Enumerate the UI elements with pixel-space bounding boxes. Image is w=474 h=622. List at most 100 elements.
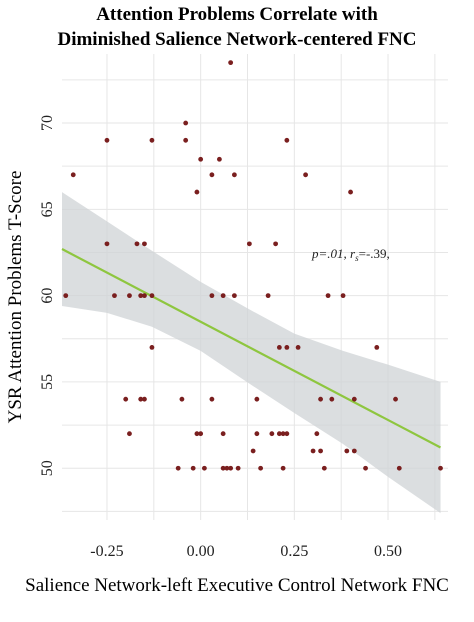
annotation-p: p=.01, [311,246,350,261]
data-point [273,241,279,247]
data-point [149,137,155,143]
y-tick-label: 50 [39,460,56,476]
data-point [194,431,200,437]
y-tick-label: 55 [39,374,56,390]
data-point [235,465,241,471]
annotation-rs-sub: s [355,253,359,263]
x-tick-labels: -0.25 0.00 0.25 0.50 [90,543,402,560]
data-point [284,345,290,350]
y-axis-label: YSR Attention Problems T-Score [5,171,26,424]
data-point [321,465,327,471]
data-point [138,396,144,402]
data-point [246,241,252,247]
data-point [190,465,196,471]
data-point [220,293,226,299]
data-point [142,396,147,402]
chart-title-line-1: Attention Problems Correlate with [96,4,378,25]
data-point [179,396,185,402]
data-point [202,465,207,471]
data-point [318,396,323,402]
data-point [70,172,76,178]
data-point [123,396,129,402]
annotation-rs-value: =-.39, [359,246,390,261]
data-point [340,293,346,299]
stats-annotation: p=.01, rs=-.39, [311,246,390,263]
data-point [183,120,189,126]
chart-title-line-2: Diminished Salience Network-centered FNC [57,29,417,50]
data-point [175,465,181,471]
data-point [310,448,316,454]
data-point [351,396,357,402]
data-point [149,345,155,350]
data-point [149,293,155,299]
data-point [209,396,215,402]
data-point [314,431,320,437]
data-point [325,293,331,299]
data-point [228,60,234,66]
data-point [438,465,443,471]
data-point [280,431,286,437]
data-point [63,293,69,299]
x-axis-label: Salience Network-left Executive Control … [25,575,449,596]
data-point [344,448,350,454]
x-tick-label: -0.25 [90,543,123,560]
data-point [284,137,290,143]
data-point [112,293,117,299]
y-tick-label: 65 [39,201,56,217]
data-point [363,465,368,471]
data-point [329,396,335,402]
data-point [142,293,147,299]
data-point [231,172,237,178]
data-point [127,431,132,437]
data-point [142,241,147,247]
fit-line [61,248,442,449]
data-point [194,189,200,195]
data-point [104,241,110,247]
data-point [138,293,144,299]
data-point [254,431,260,437]
data-point [198,431,204,437]
data-point [295,345,301,350]
data-point [284,431,290,437]
points-group [63,60,443,471]
x-tick-label: 0.50 [374,543,402,560]
data-point [276,345,282,350]
y-tick-labels: 50 55 60 65 70 [39,115,56,476]
y-tick-label: 60 [39,288,56,304]
data-point [318,448,323,454]
y-tick-label: 70 [39,115,56,131]
data-point [374,345,380,350]
data-point [280,465,286,471]
data-point [254,396,260,402]
data-point [393,396,398,402]
data-point [224,465,230,471]
data-point [209,172,215,178]
data-point [183,137,189,143]
data-point [303,172,308,178]
data-point [220,431,226,437]
data-point [198,156,204,162]
confidence-band-group [62,192,441,514]
x-tick-label: 0.00 [187,543,215,560]
data-point [104,137,110,143]
data-point [396,465,402,471]
data-point [258,465,264,471]
annotation-rs: r [350,246,356,261]
x-tick-label: 0.25 [280,543,308,560]
chart-title: Attention Problems Correlate with Dimini… [0,2,474,52]
data-point [209,293,215,299]
data-point [265,293,271,299]
confidence-band [62,192,441,514]
fit-line-group [61,248,442,449]
data-point [127,293,132,299]
data-point [269,431,275,437]
data-point [216,156,222,162]
data-point [250,448,256,454]
data-point [276,431,282,437]
data-point [228,465,234,471]
data-point [351,448,357,454]
data-point [348,189,353,195]
data-point [220,465,226,471]
data-point [134,241,140,247]
